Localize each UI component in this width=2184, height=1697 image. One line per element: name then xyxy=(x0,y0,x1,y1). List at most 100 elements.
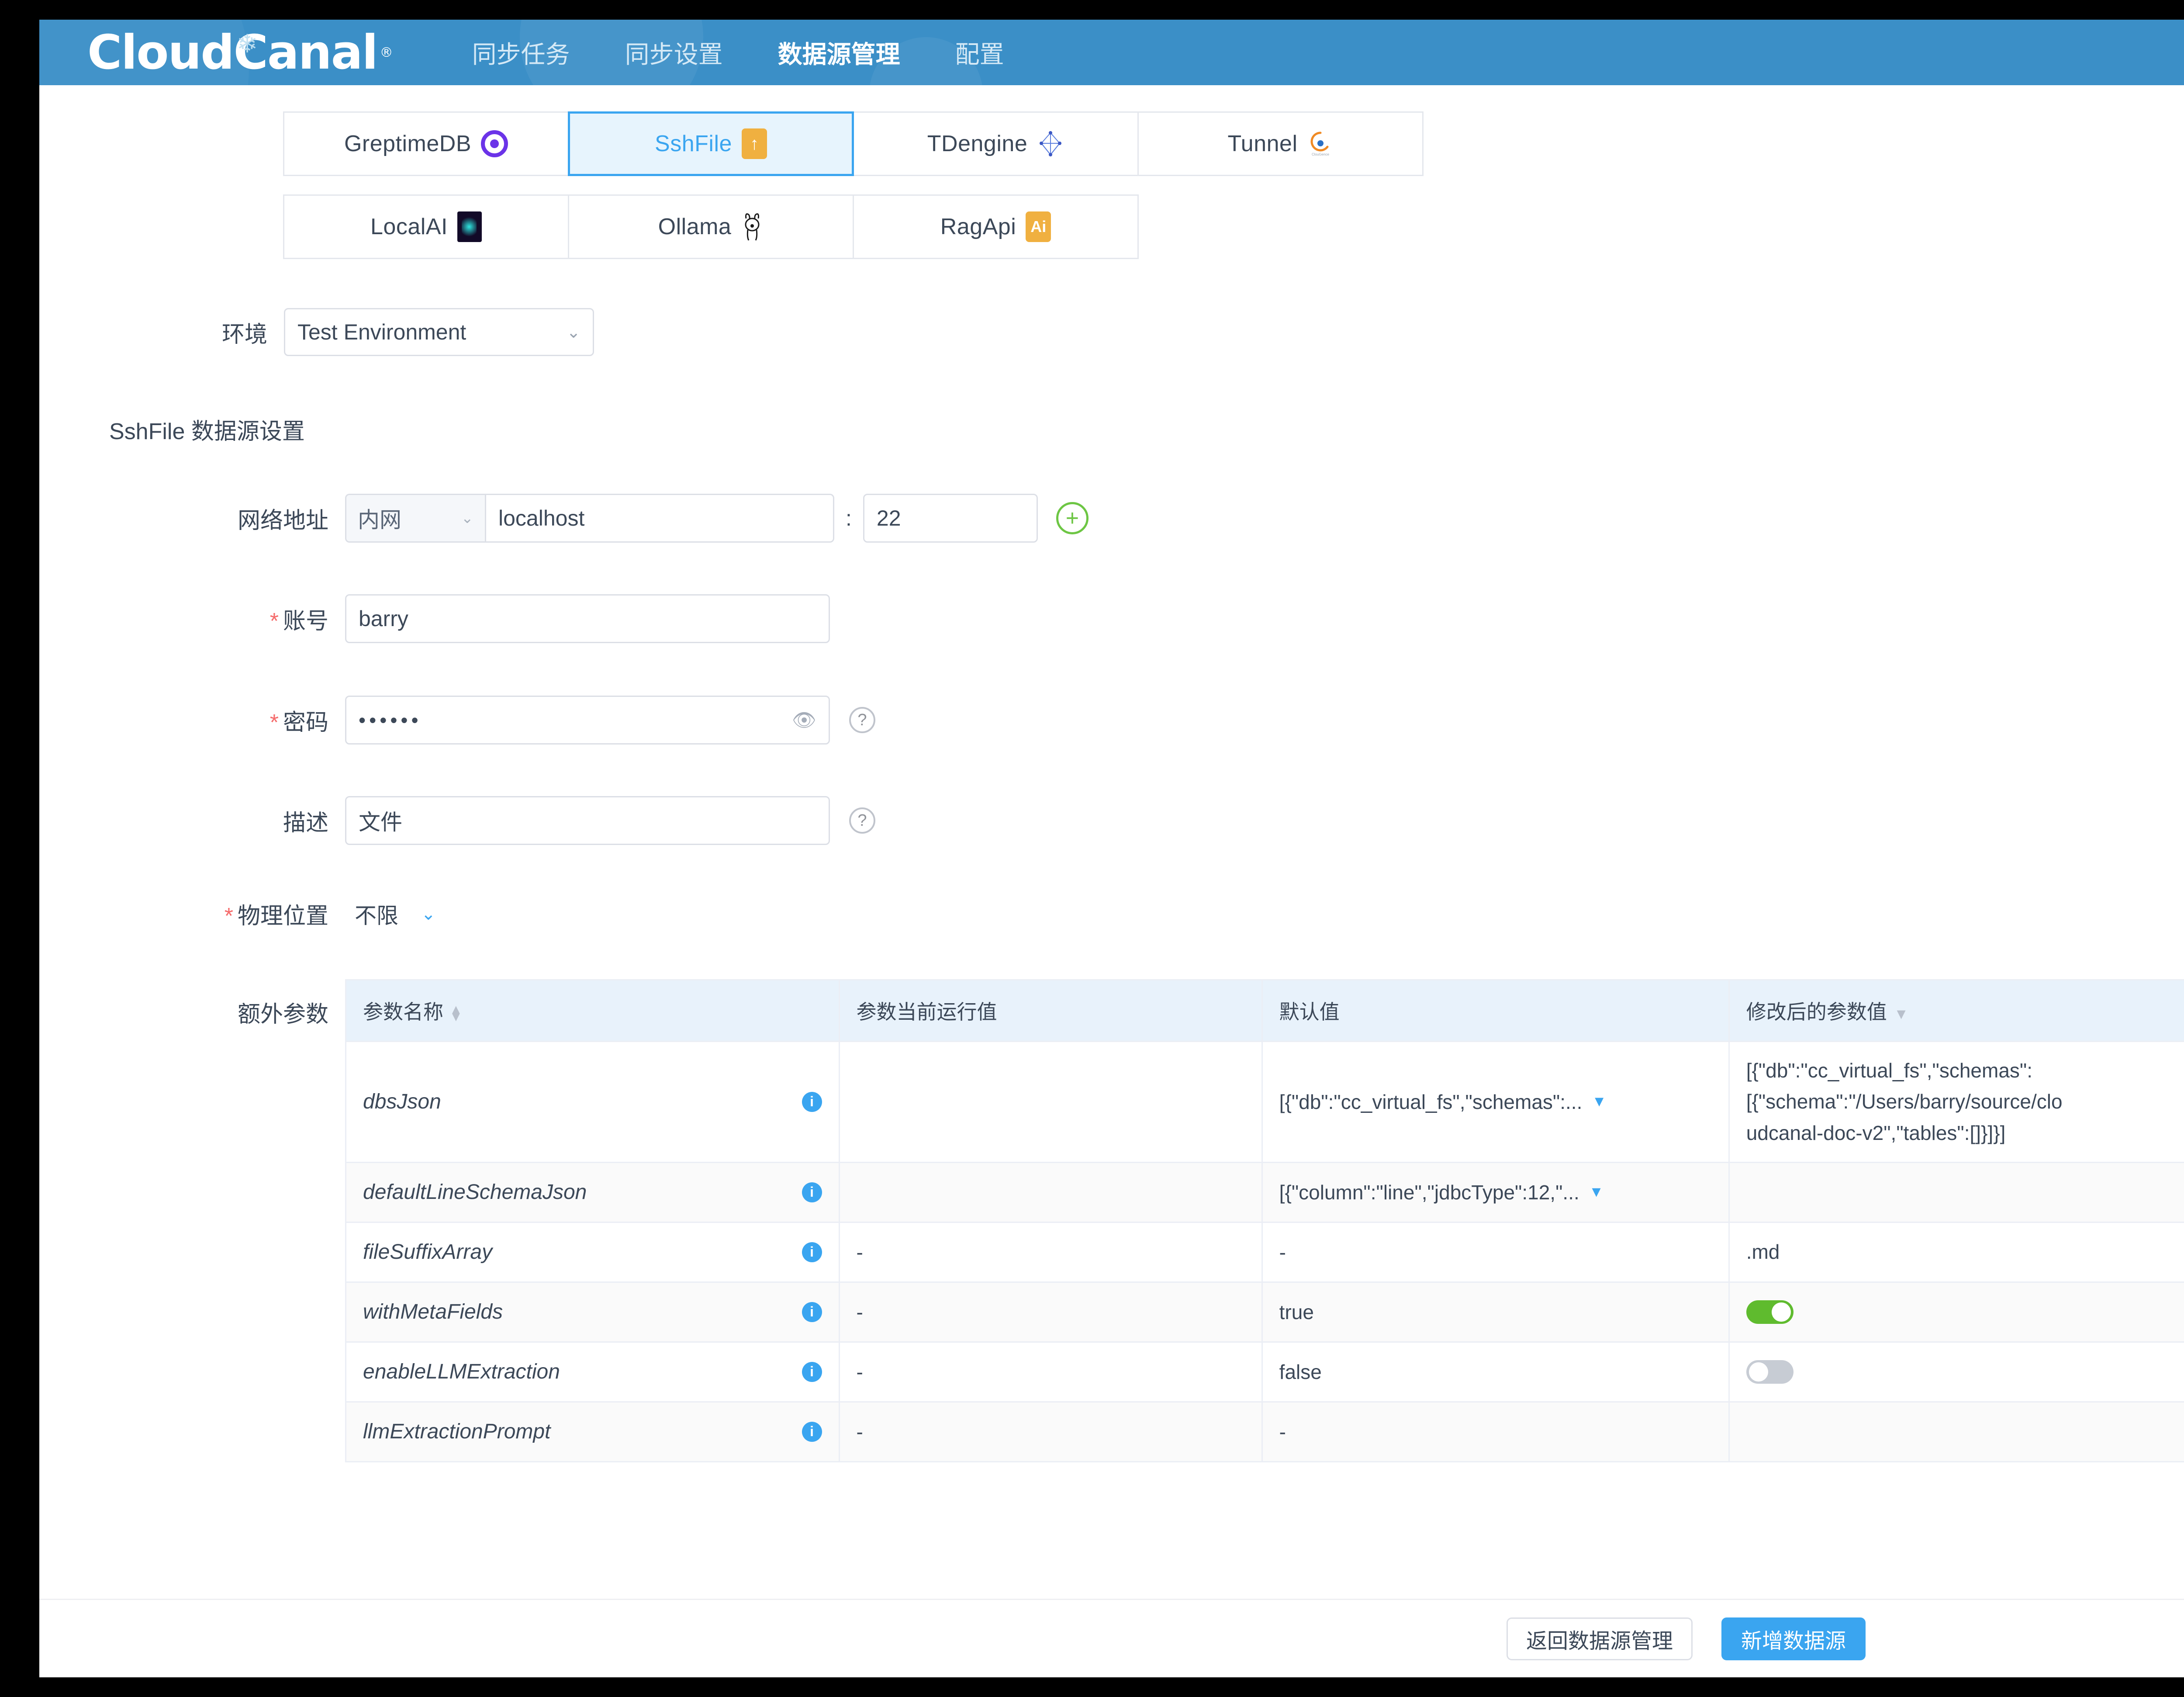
cell-current-value: - xyxy=(839,1222,1263,1283)
required-mark: * xyxy=(224,904,233,929)
chevron-down-icon: ⌄ xyxy=(461,510,474,526)
description-help-icon[interactable]: ? xyxy=(849,807,875,834)
expand-caret-icon[interactable]: ▼ xyxy=(1589,1184,1604,1201)
cell-modified-value xyxy=(1729,1402,2184,1462)
extra-params-section: 额外参数 参数名称▲▼ 参数当前运行值 默认值 修改后的参数值▼ 可修改范围 标… xyxy=(39,979,2184,1462)
chevron-down-icon: ⌄ xyxy=(567,323,581,342)
param-name-text: withMetaFields xyxy=(363,1300,503,1324)
params-table: 参数名称▲▼ 参数当前运行值 默认值 修改后的参数值▼ 可修改范围 标签 dbs… xyxy=(345,979,2184,1462)
param-name-text: llmExtractionPrompt xyxy=(363,1420,551,1444)
form-footer: 返回数据源管理 新增数据源 xyxy=(39,1599,2184,1677)
cell-current-value: - xyxy=(839,1282,1263,1343)
datasource-tile-label: LocalAI xyxy=(370,214,448,239)
svg-text:ClouGence: ClouGence xyxy=(1312,152,1330,156)
tdengine-icon xyxy=(1037,130,1064,157)
cell-modified-value xyxy=(1729,1162,2184,1223)
datasource-tile-ollama[interactable]: Ollama xyxy=(568,194,854,259)
password-help-icon[interactable]: ? xyxy=(849,707,875,733)
cell-param-name: enableLLMExtraction i xyxy=(346,1342,840,1403)
cell-modified-value xyxy=(1729,1342,2184,1403)
datasource-tile-localai[interactable]: LocalAI xyxy=(283,194,569,259)
localai-icon xyxy=(457,211,482,242)
col-param-name[interactable]: 参数名称 ▲ ▼ xyxy=(346,980,840,1042)
datasource-type-row: GreptimeDB SshFile ↑ TDengine xyxy=(283,111,2184,176)
nav-item-sync-tasks[interactable]: 同步任务 xyxy=(472,40,570,68)
cell-default-value: [{"column":"line","jdbcType":12,"... ▼ xyxy=(1262,1162,1730,1223)
info-icon[interactable]: i xyxy=(802,1091,822,1112)
brand-logo[interactable]: CloudCanal ® ❄ xyxy=(87,25,393,80)
password-label: * 密码 xyxy=(270,710,328,735)
nav-item-datasource-management[interactable]: 数据源管理 xyxy=(778,40,900,68)
eye-toggle-icon[interactable]: 👁 xyxy=(792,710,816,731)
datasource-type-grid: GreptimeDB SshFile ↑ TDengine xyxy=(39,85,2184,259)
nav-item-sync-settings[interactable]: 同步设置 xyxy=(625,40,723,68)
password-row: * 密码 •••••• 👁 ? xyxy=(39,696,2184,745)
back-to-datasource-button[interactable]: 返回数据源管理 xyxy=(1506,1617,1693,1660)
environment-select[interactable]: Test Environment ⌄ xyxy=(284,308,594,356)
add-address-button[interactable]: + xyxy=(1056,502,1089,534)
info-icon[interactable]: i xyxy=(802,1302,822,1322)
sort-icon[interactable]: ▲ ▼ xyxy=(449,1002,463,1024)
cell-current-value xyxy=(839,1041,1263,1163)
port-input[interactable]: 22 xyxy=(863,494,1038,543)
nav-decor-bubble xyxy=(39,20,249,85)
network-address-row: 网络地址 内网 ⌄ localhost : 22 + xyxy=(39,494,2184,543)
app-window: CloudCanal ® ❄ 同步任务 同步设置 数据源管理 配置 v3.2.1… xyxy=(39,20,2184,1677)
environment-label: 环境 xyxy=(221,322,267,347)
datasource-tile-greptimedb[interactable]: GreptimeDB xyxy=(283,111,569,176)
account-input[interactable]: barry xyxy=(345,594,830,643)
chevron-down-icon: ⌄ xyxy=(421,904,436,924)
modified-value-text: .md xyxy=(1746,1240,1780,1264)
physical-location-select[interactable]: 不限 ⌄ xyxy=(345,898,436,930)
greptimedb-icon xyxy=(481,130,508,157)
default-value-text: [{"column":"line","jdbcType":12,"... xyxy=(1279,1181,1579,1204)
brand-registered-mark: ® xyxy=(380,45,393,60)
toggle-switch[interactable] xyxy=(1746,1300,1794,1324)
nav-item-config[interactable]: 配置 xyxy=(955,40,1004,68)
datasource-tile-ragapi[interactable]: RagApi Ai xyxy=(853,194,1139,259)
filter-icon[interactable]: ▼ xyxy=(1894,1006,1909,1022)
account-row: * 账号 barry xyxy=(39,594,2184,643)
brand-name: CloudCanal xyxy=(87,25,378,80)
cell-default-value: [{"db":"cc_virtual_fs","schemas":... ▼ xyxy=(1262,1041,1730,1163)
description-input[interactable]: 文件 xyxy=(345,796,830,845)
cell-default-value: true xyxy=(1262,1282,1730,1343)
info-icon[interactable]: i xyxy=(802,1361,822,1382)
col-modified-value[interactable]: 修改后的参数值 ▼ xyxy=(1729,980,2184,1042)
main-content: GreptimeDB SshFile ↑ TDengine xyxy=(39,85,2184,1677)
datasource-tile-label: RagApi xyxy=(940,214,1016,239)
sshfile-icon: ↑ xyxy=(741,128,767,159)
physical-location-row: * 物理位置 不限 ⌄ xyxy=(39,897,2184,930)
info-icon[interactable]: i xyxy=(802,1421,822,1442)
description-label: 描述 xyxy=(283,810,328,836)
param-name-text: enableLLMExtraction xyxy=(363,1360,560,1384)
nav-menu: 同步任务 同步设置 数据源管理 配置 xyxy=(469,20,1056,85)
colon-separator: : xyxy=(846,506,852,530)
environment-value: Test Environment xyxy=(297,320,467,344)
toggle-switch[interactable] xyxy=(1746,1360,1794,1384)
cell-default-value: - xyxy=(1262,1402,1730,1462)
physical-location-label: * 物理位置 xyxy=(224,904,328,929)
account-label: * 账号 xyxy=(270,608,328,634)
datasource-tile-sshfile[interactable]: SshFile ↑ xyxy=(568,111,854,176)
expand-caret-icon[interactable]: ▼ xyxy=(1592,1093,1607,1110)
password-input[interactable]: •••••• 👁 xyxy=(345,696,830,745)
datasource-form: 环境 Test Environment ⌄ SshFile 数据源设置 网络地址… xyxy=(39,308,2184,1462)
datasource-tile-tdengine[interactable]: TDengine xyxy=(853,111,1139,176)
datasource-tile-tunnel[interactable]: Tunnel ClouGence xyxy=(1137,111,1424,176)
network-address-label: 网络地址 xyxy=(237,508,328,533)
info-icon[interactable]: i xyxy=(802,1182,822,1202)
cell-current-value: - xyxy=(839,1342,1263,1403)
network-type-select[interactable]: 内网 ⌄ xyxy=(345,494,485,543)
password-value: •••••• xyxy=(359,709,422,731)
cell-param-name: defaultLineSchemaJson i xyxy=(346,1162,840,1223)
params-table-body: dbsJson i [{"db":"cc_virtual_fs","schemas"… xyxy=(346,1041,2184,1462)
host-input[interactable]: localhost xyxy=(485,494,834,543)
snowflake-icon: ❄ xyxy=(236,28,258,59)
datasource-type-row: LocalAI Ollama xyxy=(283,194,2184,259)
table-row: defaultLineSchemaJson i [{"column":"line",… xyxy=(346,1162,2184,1223)
info-icon[interactable]: i xyxy=(802,1242,822,1262)
datasource-tile-label: GreptimeDB xyxy=(344,131,472,156)
create-datasource-button[interactable]: 新增数据源 xyxy=(1721,1617,1866,1660)
